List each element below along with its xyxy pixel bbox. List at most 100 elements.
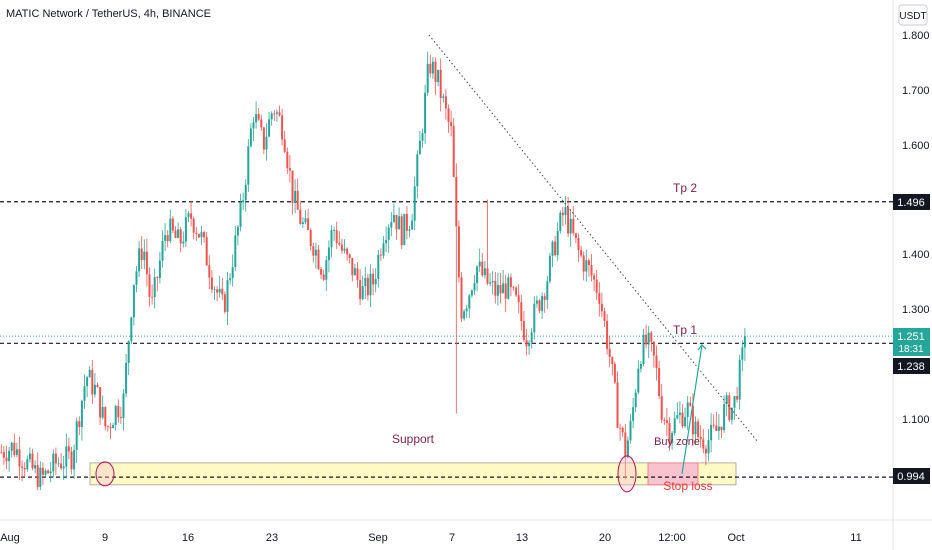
candle[interactable] <box>83 374 86 409</box>
candle[interactable] <box>192 216 195 240</box>
candle[interactable] <box>645 324 648 349</box>
candle[interactable] <box>348 253 351 264</box>
candle[interactable] <box>2 446 5 465</box>
candle[interactable] <box>686 395 689 431</box>
candle[interactable] <box>548 252 551 284</box>
candle[interactable] <box>112 422 115 429</box>
candle[interactable] <box>26 455 29 472</box>
candle[interactable] <box>741 340 744 372</box>
candle[interactable] <box>182 231 185 248</box>
candle[interactable] <box>260 114 263 131</box>
candle[interactable] <box>369 264 372 308</box>
candle[interactable] <box>247 139 250 192</box>
candle[interactable] <box>486 199 489 286</box>
candle[interactable] <box>265 123 268 161</box>
candle[interactable] <box>650 331 653 352</box>
candle[interactable] <box>93 372 96 398</box>
candle[interactable] <box>595 269 598 301</box>
candle[interactable] <box>218 275 221 298</box>
candle[interactable] <box>437 69 440 87</box>
candle[interactable] <box>587 258 590 277</box>
candle[interactable] <box>411 213 414 230</box>
candle[interactable] <box>325 255 328 291</box>
candle[interactable] <box>689 396 692 407</box>
candle[interactable] <box>613 361 616 385</box>
candle[interactable] <box>642 328 645 367</box>
currency-button[interactable] <box>898 4 928 26</box>
candle[interactable] <box>717 413 720 440</box>
candle[interactable] <box>143 239 146 270</box>
candle[interactable] <box>125 354 128 398</box>
candle[interactable] <box>70 447 73 475</box>
candle[interactable] <box>395 214 398 240</box>
candle[interactable] <box>197 233 200 239</box>
candle[interactable] <box>73 444 76 479</box>
candle[interactable] <box>416 150 419 199</box>
candle[interactable] <box>281 108 284 146</box>
candle[interactable] <box>67 437 70 460</box>
candle[interactable] <box>80 399 83 441</box>
candle[interactable] <box>130 316 133 344</box>
candle[interactable] <box>460 272 463 322</box>
candle[interactable] <box>585 249 588 282</box>
candle[interactable] <box>8 446 11 472</box>
candle[interactable] <box>210 270 213 294</box>
candle[interactable] <box>296 178 299 210</box>
candle[interactable] <box>330 225 333 258</box>
candle[interactable] <box>36 452 39 491</box>
candle[interactable] <box>582 251 585 281</box>
candle[interactable] <box>119 406 122 425</box>
candle[interactable] <box>473 275 476 295</box>
candle[interactable] <box>408 225 411 238</box>
candle[interactable] <box>598 282 601 317</box>
candle[interactable] <box>213 286 216 300</box>
candle[interactable] <box>431 57 434 79</box>
candle[interactable] <box>434 57 437 95</box>
candle[interactable] <box>356 262 359 288</box>
candle[interactable] <box>530 328 533 349</box>
candle[interactable] <box>567 197 570 238</box>
candle[interactable] <box>262 126 265 155</box>
candle[interactable] <box>28 447 31 463</box>
candle[interactable] <box>231 254 234 287</box>
candle[interactable] <box>309 228 312 251</box>
candle[interactable] <box>496 272 499 306</box>
candle[interactable] <box>400 213 403 250</box>
candle[interactable] <box>340 238 343 254</box>
candle[interactable] <box>499 273 502 304</box>
candle[interactable] <box>203 230 206 243</box>
candle[interactable] <box>538 298 541 314</box>
candle[interactable] <box>385 226 388 252</box>
candle[interactable] <box>707 428 710 462</box>
candle[interactable] <box>109 422 112 439</box>
candle[interactable] <box>13 433 16 458</box>
candle[interactable] <box>301 217 304 229</box>
candle[interactable] <box>153 268 156 309</box>
candle[interactable] <box>312 242 315 263</box>
candle[interactable] <box>723 395 726 433</box>
candle[interactable] <box>75 417 78 463</box>
candle[interactable] <box>413 176 416 231</box>
candle[interactable] <box>127 340 130 375</box>
candle[interactable] <box>736 386 739 403</box>
candle[interactable] <box>132 284 135 326</box>
candle[interactable] <box>221 277 224 300</box>
candle[interactable] <box>166 230 169 248</box>
candle[interactable] <box>665 407 668 437</box>
candle[interactable] <box>171 216 174 234</box>
candle[interactable] <box>239 193 242 232</box>
candle[interactable] <box>647 326 650 358</box>
candle[interactable] <box>268 111 271 138</box>
candle[interactable] <box>234 225 237 271</box>
candle[interactable] <box>455 163 458 414</box>
candle[interactable] <box>590 254 593 282</box>
candle[interactable] <box>346 247 349 261</box>
candle[interactable] <box>681 404 684 429</box>
candle[interactable] <box>291 170 294 215</box>
candle[interactable] <box>78 416 81 436</box>
candle[interactable] <box>372 268 375 296</box>
candle[interactable] <box>663 417 666 425</box>
candle[interactable] <box>629 414 632 444</box>
candle[interactable] <box>255 101 258 129</box>
